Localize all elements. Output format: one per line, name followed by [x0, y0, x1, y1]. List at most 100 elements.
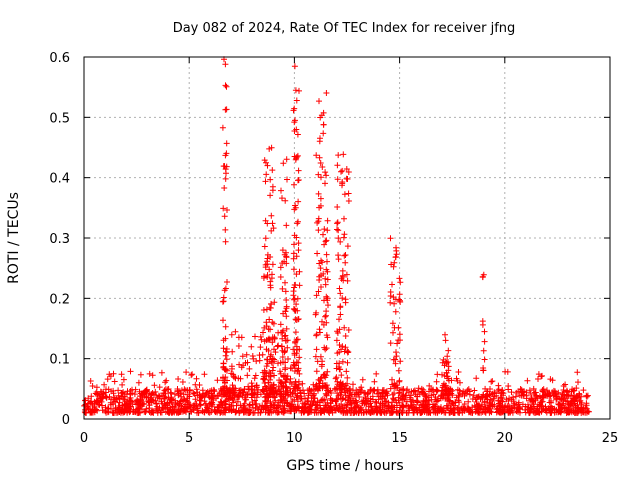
data-point: [328, 397, 335, 404]
data-point: [339, 180, 346, 187]
data-point: [315, 190, 322, 197]
data-point: [160, 390, 167, 397]
data-point: [564, 398, 571, 405]
data-point: [556, 395, 563, 402]
x-tick-label: 5: [185, 431, 193, 446]
data-point: [367, 404, 374, 411]
data-point: [222, 82, 229, 89]
data-point: [135, 379, 142, 386]
data-point: [232, 409, 239, 416]
data-point: [291, 306, 298, 313]
data-point: [110, 396, 117, 403]
data-point: [340, 408, 347, 415]
data-point: [562, 381, 569, 388]
data-point: [346, 392, 353, 399]
data-point: [264, 162, 271, 169]
data-point: [338, 275, 345, 282]
data-point: [461, 401, 468, 407]
data-point: [334, 226, 340, 233]
data-point: [147, 409, 154, 416]
data-point: [223, 406, 230, 413]
data-point: [481, 356, 488, 363]
data-point: [127, 403, 134, 410]
data-point: [230, 373, 237, 380]
data-point: [214, 377, 221, 384]
data-point: [291, 232, 298, 239]
data-point: [546, 390, 553, 397]
data-point: [455, 392, 462, 399]
data-point: [380, 402, 387, 409]
data-point: [237, 375, 244, 382]
data-point: [345, 327, 352, 333]
data-point: [184, 395, 191, 402]
data-point: [538, 373, 545, 380]
data-point: [260, 376, 267, 382]
data-point: [322, 406, 329, 413]
data-point: [137, 401, 144, 408]
data-point: [222, 61, 229, 68]
data-point: [455, 404, 462, 411]
data-point: [382, 393, 389, 400]
data-point: [396, 377, 403, 384]
data-point: [287, 365, 294, 372]
data-point: [335, 392, 342, 399]
data-point: [420, 386, 427, 393]
data-point: [444, 385, 451, 392]
data-point: [238, 364, 245, 371]
data-point: [335, 227, 342, 234]
data-point: [539, 387, 546, 394]
data-point: [102, 389, 109, 396]
data-point: [229, 382, 236, 389]
data-point: [193, 386, 200, 393]
y-tick-label: 0.2: [49, 292, 70, 307]
data-point: [458, 405, 465, 412]
data-point: [203, 406, 210, 413]
data-point: [348, 407, 355, 414]
data-point: [219, 124, 226, 131]
data-point: [182, 387, 189, 394]
data-point: [282, 366, 289, 373]
data-point: [324, 276, 331, 283]
data-point: [389, 399, 396, 406]
data-point: [290, 346, 297, 353]
data-point: [338, 168, 344, 175]
data-point: [282, 408, 288, 415]
data-point: [220, 205, 227, 212]
data-point: [316, 326, 323, 333]
data-point: [222, 409, 229, 416]
data-point: [367, 409, 374, 416]
data-point: [317, 135, 323, 142]
data-point: [322, 238, 329, 245]
data-point: [279, 354, 286, 360]
data-point: [159, 405, 166, 412]
data-point: [440, 382, 447, 389]
data-point: [157, 409, 164, 416]
data-point: [442, 331, 448, 338]
data-point: [111, 378, 118, 385]
data-point: [294, 220, 301, 227]
data-point: [336, 342, 343, 348]
data-point: [255, 386, 262, 393]
data-point: [206, 401, 213, 407]
data-point: [295, 167, 302, 174]
data-point: [115, 387, 122, 394]
data-point: [335, 235, 342, 242]
data-point: [179, 379, 186, 385]
data-point: [292, 87, 299, 94]
data-point: [244, 372, 251, 379]
data-point: [315, 376, 322, 383]
data-point: [316, 154, 323, 161]
data-point: [198, 394, 205, 401]
data-point: [137, 371, 144, 378]
data-point: [320, 130, 327, 137]
data-point: [269, 261, 276, 268]
data-point: [293, 317, 300, 323]
data-point: [465, 409, 472, 416]
data-point: [341, 402, 348, 409]
x-tick-label: 10: [286, 431, 303, 446]
data-point: [279, 335, 286, 342]
data-point: [551, 391, 558, 397]
data-point: [295, 247, 302, 254]
data-point: [280, 382, 287, 389]
data-point: [553, 396, 560, 403]
